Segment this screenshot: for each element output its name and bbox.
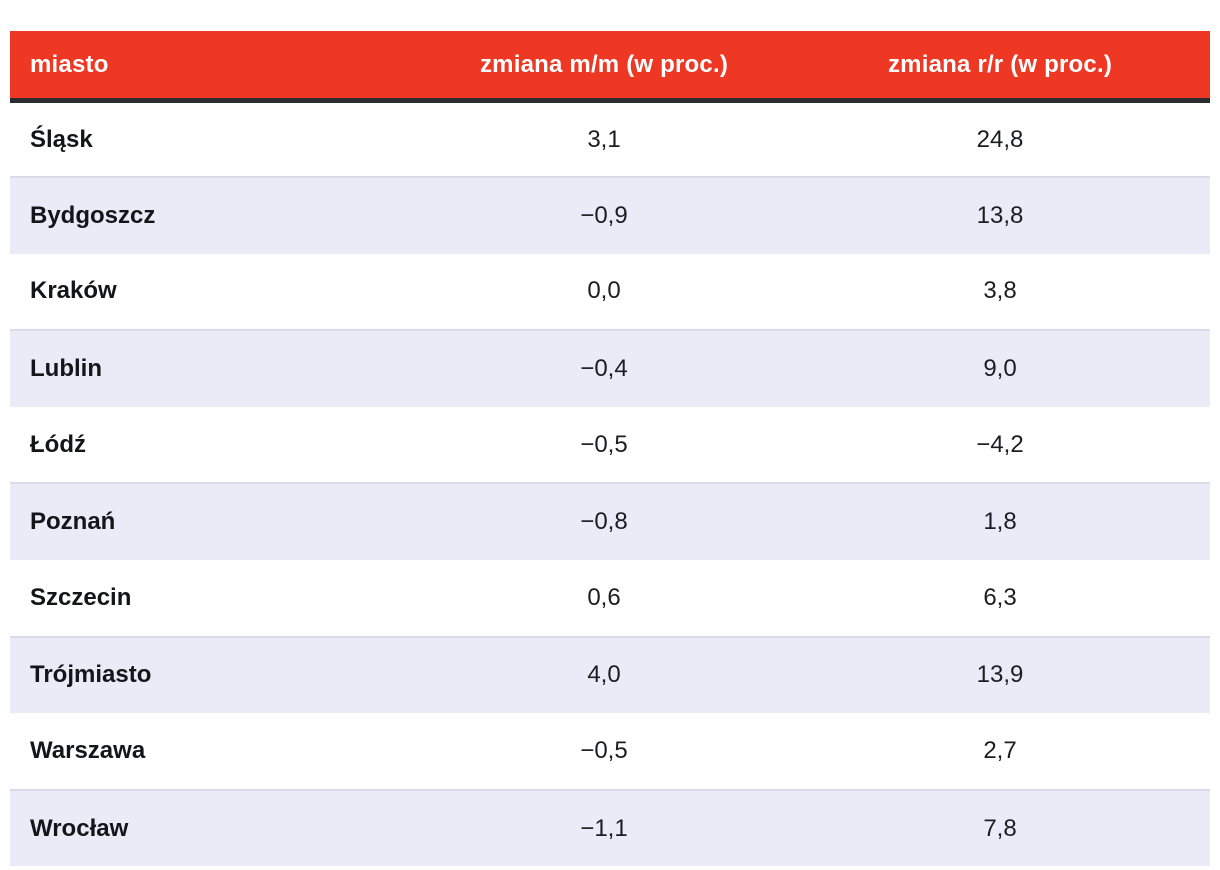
rr-change-cell: −4,2 bbox=[976, 430, 1024, 458]
table-row: Trójmiasto 4,0 13,9 bbox=[10, 636, 1210, 714]
mm-change-cell: 0,0 bbox=[587, 277, 621, 305]
city-name-cell: Kraków bbox=[30, 277, 117, 305]
header-zmiana-mm: zmiana m/m (w proc.) bbox=[418, 31, 790, 101]
table-row: Wrocław −1,1 7,8 bbox=[10, 789, 1210, 867]
table-row: Śląsk 3,1 24,8 bbox=[10, 100, 1210, 178]
city-name-cell: Łódź bbox=[30, 430, 86, 458]
city-name-cell: Warszawa bbox=[30, 737, 146, 765]
table-row: Łódź −0,5 −4,2 bbox=[10, 406, 1210, 484]
rr-change-cell: 24,8 bbox=[976, 125, 1024, 153]
rr-change-cell: 9,0 bbox=[983, 355, 1017, 383]
mm-change-cell: −0,5 bbox=[580, 430, 628, 458]
table-row: Kraków 0,0 3,8 bbox=[10, 253, 1210, 331]
city-name-cell: Śląsk bbox=[30, 125, 93, 153]
mm-change-cell: −0,8 bbox=[580, 508, 628, 536]
table-row: Lublin −0,4 9,0 bbox=[10, 330, 1210, 407]
mm-change-cell: 3,1 bbox=[587, 125, 621, 153]
header-miasto: miasto bbox=[10, 31, 418, 101]
table-row: Poznań −0,8 1,8 bbox=[10, 483, 1210, 561]
table-body: Śląsk 3,1 24,8 Bydgoszcz −0,9 13,8 Krakó… bbox=[10, 100, 1210, 867]
mm-change-cell: 4,0 bbox=[587, 661, 621, 689]
city-price-change-table: miasto zmiana m/m (w proc.) zmiana r/r (… bbox=[10, 31, 1210, 867]
city-name-cell: Trójmiasto bbox=[30, 661, 152, 689]
mm-change-cell: 0,6 bbox=[587, 583, 621, 611]
city-name-cell: Wrocław bbox=[30, 814, 129, 842]
rr-change-cell: 7,8 bbox=[983, 814, 1017, 842]
rr-change-cell: 13,8 bbox=[976, 201, 1024, 229]
city-name-cell: Lublin bbox=[30, 355, 102, 383]
rr-change-cell: 3,8 bbox=[983, 277, 1017, 305]
table-header-row: miasto zmiana m/m (w proc.) zmiana r/r (… bbox=[10, 31, 1210, 101]
city-name-cell: Bydgoszcz bbox=[30, 201, 156, 229]
mm-change-cell: −0,5 bbox=[580, 737, 628, 765]
rr-change-cell: 2,7 bbox=[983, 737, 1017, 765]
mm-change-cell: −0,9 bbox=[580, 201, 628, 229]
table-row: Bydgoszcz −0,9 13,8 bbox=[10, 177, 1210, 254]
rr-change-cell: 6,3 bbox=[983, 583, 1017, 611]
mm-change-cell: −0,4 bbox=[580, 355, 628, 383]
header-zmiana-rr: zmiana r/r (w proc.) bbox=[790, 31, 1210, 101]
table-row: Szczecin 0,6 6,3 bbox=[10, 560, 1210, 637]
rr-change-cell: 1,8 bbox=[983, 508, 1017, 536]
city-name-cell: Szczecin bbox=[30, 583, 132, 611]
city-name-cell: Poznań bbox=[30, 508, 116, 536]
table-row: Warszawa −0,5 2,7 bbox=[10, 713, 1210, 790]
mm-change-cell: −1,1 bbox=[580, 814, 628, 842]
rr-change-cell: 13,9 bbox=[976, 661, 1024, 689]
table-header: miasto zmiana m/m (w proc.) zmiana r/r (… bbox=[10, 31, 1210, 101]
